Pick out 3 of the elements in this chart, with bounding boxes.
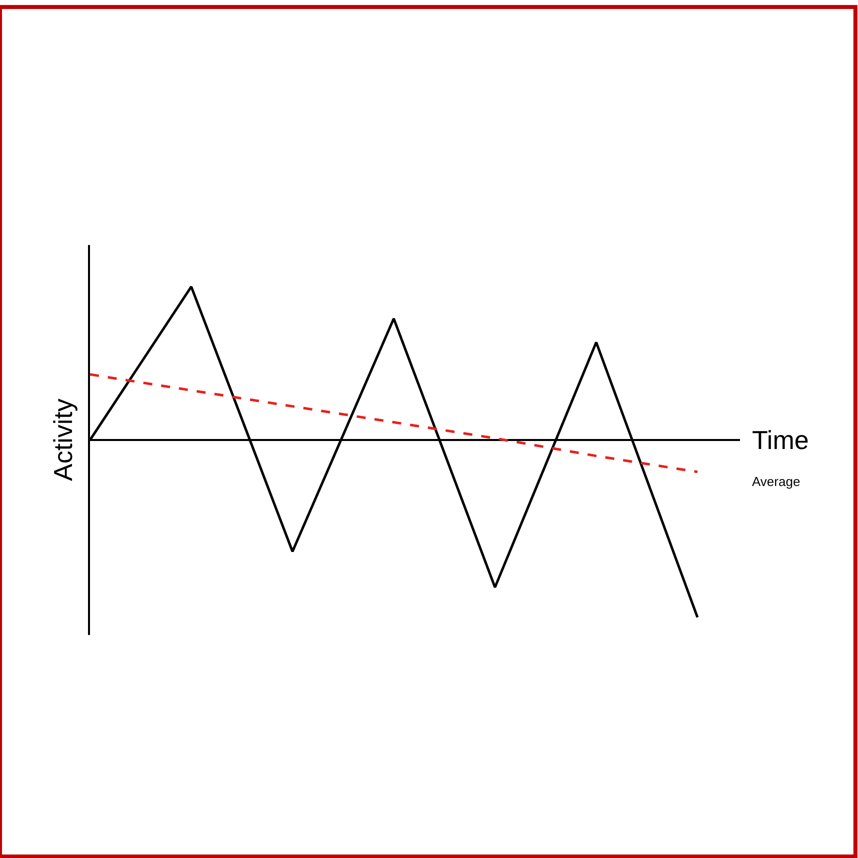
x-axis-title: Time: [752, 425, 809, 455]
y-axis-title: Activity: [48, 398, 78, 481]
text: Average: [752, 474, 800, 489]
